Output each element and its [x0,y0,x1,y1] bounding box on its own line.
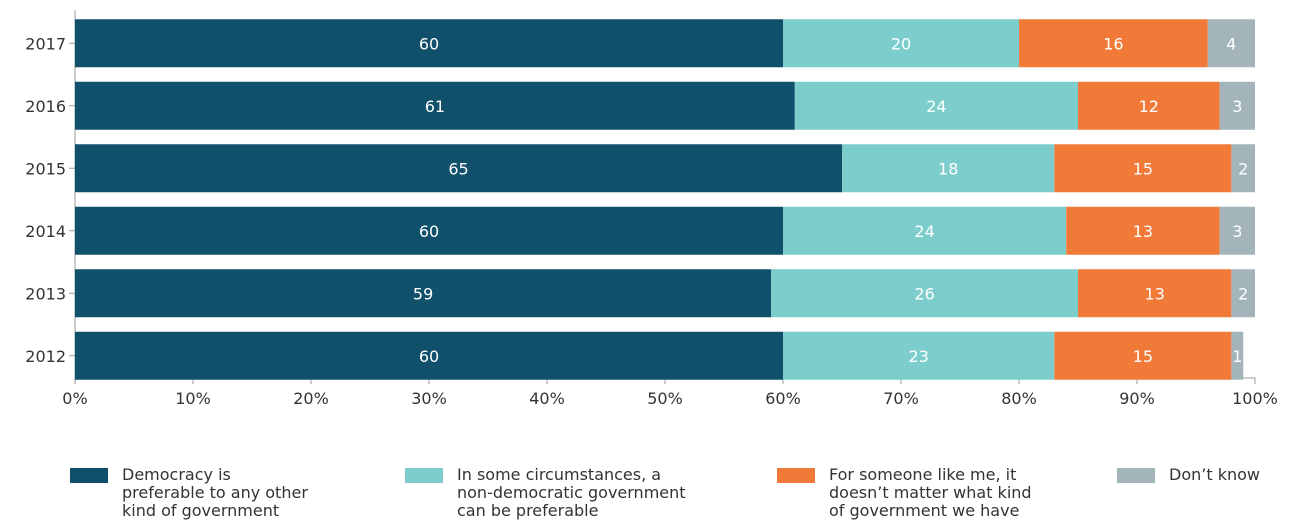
x-tick-label: 80% [1001,389,1037,408]
bar-segment [842,144,1055,193]
x-tick-label: 30% [411,389,447,408]
y-tick-label: 2015 [25,159,66,178]
legend-label: Don’t know [1169,465,1260,484]
data-label: 60 [419,222,439,241]
bar-segment [783,206,1067,255]
y-tick-label: 2012 [25,347,66,366]
bar-segment [1054,144,1232,193]
data-label: 61 [425,97,445,116]
bar-segment [75,144,842,193]
legend-swatch [405,468,443,483]
data-label: 24 [926,97,946,116]
data-label: 60 [419,34,439,53]
y-tick-label: 2013 [25,284,66,303]
data-label: 16 [1103,34,1123,53]
data-label: 13 [1133,222,1153,241]
bar-segment [1207,19,1255,68]
legend-label: Democracy is preferable to any other kin… [122,465,308,520]
data-label: 24 [914,222,934,241]
data-label: 3 [1232,222,1242,241]
x-tick-label: 60% [765,389,801,408]
bar-segment [783,19,1019,68]
legend-item-democracy-preferable: Democracy is preferable to any other kin… [70,466,308,520]
bar-segment [783,331,1055,380]
legend-item-dont-know: Don’t know [1117,466,1260,484]
data-label: 1 [1232,347,1242,366]
x-tick-label: 0% [62,389,87,408]
bar-segment [75,269,772,318]
x-tick-label: 50% [647,389,683,408]
legend-label: In some circumstances, a non-democratic … [457,465,686,520]
bar-segment [1219,81,1255,130]
data-label: 20 [891,34,911,53]
data-label: 4 [1226,34,1236,53]
legend-item-doesnt-matter: For someone like me, it doesn’t matter w… [777,466,1032,520]
x-tick-label: 10% [175,389,211,408]
bar-segment [75,81,795,130]
bar-segment [1054,331,1232,380]
y-tick-label: 2016 [25,97,66,116]
data-label: 60 [419,347,439,366]
bar-segment [1231,269,1255,318]
bar-segment [75,331,783,380]
data-label: 13 [1145,284,1165,303]
legend-swatch [70,468,108,483]
bar-segment [771,269,1078,318]
data-label: 3 [1232,97,1242,116]
bar-segment [1078,81,1220,130]
bar-segment [1219,206,1255,255]
data-label: 18 [938,159,958,178]
bar-segment [1231,144,1255,193]
y-tick-label: 2017 [25,34,66,53]
bar-segment [794,81,1078,130]
data-label: 65 [448,159,468,178]
data-label: 2 [1238,159,1248,178]
x-tick-label: 40% [529,389,565,408]
bar-segment [1066,206,1220,255]
legend-label: For someone like me, it doesn’t matter w… [829,465,1032,520]
data-label: 15 [1133,159,1153,178]
data-label: 26 [914,284,934,303]
bar-segment [75,206,783,255]
bar-segment [75,19,783,68]
data-label: 15 [1133,347,1153,366]
data-label: 59 [413,284,433,303]
legend-swatch [1117,468,1155,483]
data-label: 12 [1139,97,1159,116]
x-tick-label: 70% [883,389,919,408]
x-tick-label: 100% [1232,389,1278,408]
legend-item-non-democratic-preferable: In some circumstances, a non-democratic … [405,466,686,520]
x-tick-label: 90% [1119,389,1155,408]
x-tick-label: 20% [293,389,329,408]
bar-segment [1019,19,1208,68]
data-label: 23 [909,347,929,366]
y-tick-label: 2014 [25,222,66,241]
data-label: 2 [1238,284,1248,303]
legend: Democracy is preferable to any other kin… [0,466,1295,526]
legend-swatch [777,468,815,483]
bar-segment [1231,331,1244,380]
bar-segment [1078,269,1232,318]
